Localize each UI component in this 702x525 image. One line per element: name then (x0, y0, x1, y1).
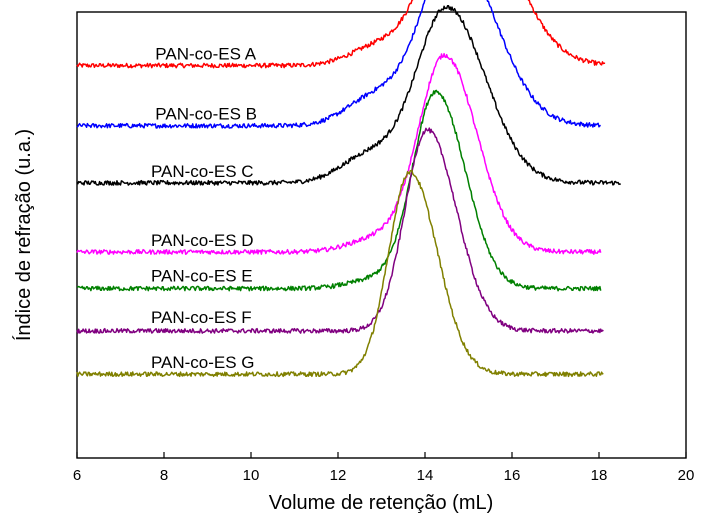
x-tick-label: 18 (591, 467, 608, 484)
x-tick-label: 10 (243, 467, 260, 484)
x-tick-label: 14 (417, 467, 434, 484)
x-axis-ticks: 6 8 10 12 14 16 18 20 (73, 452, 695, 484)
series-line (76, 0, 601, 129)
series-label: PAN-co-ES F (151, 308, 252, 327)
series-line (76, 52, 602, 255)
x-tick-label: 16 (504, 467, 521, 484)
x-tick-label: 8 (160, 467, 168, 484)
x-axis-title: Volume de retenção (mL) (269, 492, 494, 514)
x-tick-label: 20 (678, 467, 695, 484)
y-axis-title: Índice de refração (u.a.) (12, 129, 35, 341)
series-label: PAN-co-ES D (151, 231, 254, 250)
series-line (76, 89, 602, 292)
series-label: PAN-co-ES C (151, 162, 254, 181)
plot-frame (76, 11, 687, 459)
series-label: PAN-co-ES B (155, 105, 257, 124)
series-label: PAN-co-ES E (151, 267, 253, 286)
series-label: PAN-co-ES G (151, 353, 255, 372)
series-line (76, 0, 606, 69)
x-tick-label: 6 (73, 467, 81, 484)
series-line (76, 127, 604, 334)
chart-curves (76, 0, 622, 378)
series-label: PAN-co-ES A (155, 45, 256, 64)
series-line (76, 169, 604, 378)
series-line (76, 4, 622, 186)
x-tick-label: 12 (330, 467, 347, 484)
series-labels: PAN-co-ES A PAN-co-ES B PAN-co-ES C PAN-co-… (151, 45, 257, 373)
